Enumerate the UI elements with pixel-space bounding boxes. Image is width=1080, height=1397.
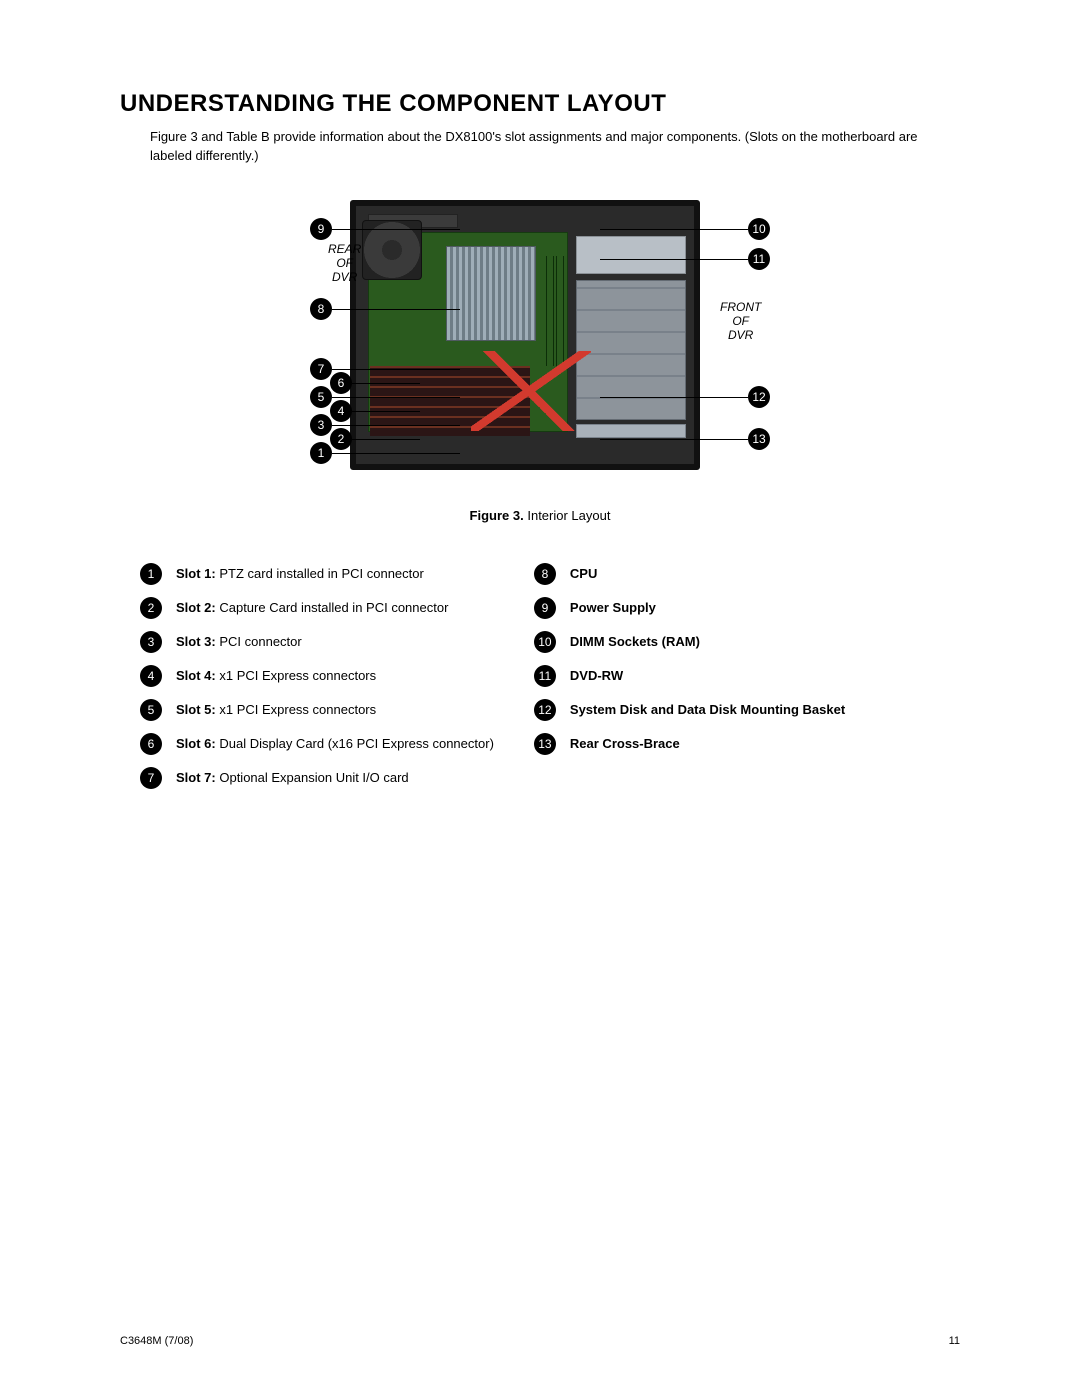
callout-9: 9 — [310, 218, 332, 240]
callout-5: 5 — [310, 386, 332, 408]
callout-2: 2 — [330, 428, 352, 450]
leader-line — [332, 397, 460, 398]
intro-text: Figure 3 and Table B provide information… — [150, 128, 960, 166]
legend-row: 12 System Disk and Data Disk Mounting Bas… — [534, 699, 845, 721]
leader-line — [332, 369, 460, 370]
legend-text: DVD-RW — [570, 668, 623, 683]
dimm-socket — [556, 256, 564, 366]
legend-text: Slot 6: Dual Display Card (x16 PCI Expre… — [176, 736, 494, 751]
callout-13: 13 — [748, 428, 770, 450]
legend-number: 13 — [534, 733, 556, 755]
leader-line — [352, 439, 420, 440]
callout-12: 12 — [748, 386, 770, 408]
legend-number: 9 — [534, 597, 556, 619]
legend-number: 12 — [534, 699, 556, 721]
legend-number: 3 — [140, 631, 162, 653]
legend-text: CPU — [570, 566, 597, 581]
legend-text: Slot 5: x1 PCI Express connectors — [176, 702, 376, 717]
leader-line — [332, 425, 460, 426]
legend-row: 11 DVD-RW — [534, 665, 845, 687]
legend-number: 5 — [140, 699, 162, 721]
front-of-dvr-label: FRONT OF DVR — [720, 300, 761, 343]
legend-right-col: 8 CPU 9 Power Supply 10 DIMM Sockets (RAM) 11 D… — [534, 563, 845, 789]
leader-line — [332, 229, 460, 230]
legend-row: 2 Slot 2: Capture Card installed in PCI c… — [140, 597, 494, 619]
legend-number: 1 — [140, 563, 162, 585]
legend-text: Slot 7: Optional Expansion Unit I/O card — [176, 770, 409, 785]
leader-line — [600, 229, 748, 230]
legend-text: Slot 1: PTZ card installed in PCI connec… — [176, 566, 424, 581]
legend-row: 3 Slot 3: PCI connector — [140, 631, 494, 653]
leader-line — [600, 439, 748, 440]
legend-left-col: 1 Slot 1: PTZ card installed in PCI conne… — [140, 563, 494, 789]
callout-6: 6 — [330, 372, 352, 394]
callout-1: 1 — [310, 442, 332, 464]
legend-row: 7 Slot 7: Optional Expansion Unit I/O car… — [140, 767, 494, 789]
legend-text: Slot 3: PCI connector — [176, 634, 302, 649]
legend-row: 13 Rear Cross-Brace — [534, 733, 845, 755]
legend-text: Slot 2: Capture Card installed in PCI co… — [176, 600, 448, 615]
figure-caption: Figure 3. Interior Layout — [120, 508, 960, 523]
legend-number: 2 — [140, 597, 162, 619]
page-title: UNDERSTANDING THE COMPONENT LAYOUT — [120, 90, 960, 118]
callout-10: 10 — [748, 218, 770, 240]
page-footer: C3648M (7/08) 11 — [120, 1335, 960, 1347]
legend-row: 10 DIMM Sockets (RAM) — [534, 631, 845, 653]
legend-text: DIMM Sockets (RAM) — [570, 634, 700, 649]
drive-basket — [576, 280, 686, 420]
legend-text: Power Supply — [570, 600, 656, 615]
legend-number: 4 — [140, 665, 162, 687]
leader-line — [600, 259, 748, 260]
callout-4: 4 — [330, 400, 352, 422]
dvd-rw — [576, 236, 686, 274]
dimm-socket — [546, 256, 554, 366]
leader-line — [352, 411, 420, 412]
legend-row: 9 Power Supply — [534, 597, 845, 619]
callout-11: 11 — [748, 248, 770, 270]
callout-3: 3 — [310, 414, 332, 436]
leader-line — [332, 453, 460, 454]
rear-cross-brace — [576, 424, 686, 438]
legend-row: 8 CPU — [534, 563, 845, 585]
legend: 1 Slot 1: PTZ card installed in PCI conne… — [140, 563, 960, 789]
legend-row: 5 Slot 5: x1 PCI Express connectors — [140, 699, 494, 721]
doc-id: C3648M (7/08) — [120, 1335, 193, 1347]
legend-text: Rear Cross-Brace — [570, 736, 680, 751]
legend-number: 7 — [140, 767, 162, 789]
legend-row: 1 Slot 1: PTZ card installed in PCI conne… — [140, 563, 494, 585]
leader-line — [600, 397, 748, 398]
callout-7: 7 — [310, 358, 332, 380]
legend-text: System Disk and Data Disk Mounting Baske… — [570, 702, 845, 717]
legend-number: 10 — [534, 631, 556, 653]
page-number: 11 — [949, 1335, 960, 1347]
legend-number: 8 — [534, 563, 556, 585]
leader-line — [332, 309, 460, 310]
figure-interior-layout: REAR OF DVR FRONT OF DVR 9 8 7654321 10 11 12… — [200, 190, 880, 500]
callout-8: 8 — [310, 298, 332, 320]
legend-number: 6 — [140, 733, 162, 755]
legend-row: 6 Slot 6: Dual Display Card (x16 PCI Expr… — [140, 733, 494, 755]
rear-of-dvr-label: REAR OF DVR — [328, 242, 361, 285]
cpu-heatsink — [446, 246, 536, 341]
leader-line — [352, 383, 420, 384]
dvr-case — [350, 200, 700, 470]
legend-text: Slot 4: x1 PCI Express connectors — [176, 668, 376, 683]
legend-number: 11 — [534, 665, 556, 687]
cables — [471, 351, 591, 431]
legend-row: 4 Slot 4: x1 PCI Express connectors — [140, 665, 494, 687]
